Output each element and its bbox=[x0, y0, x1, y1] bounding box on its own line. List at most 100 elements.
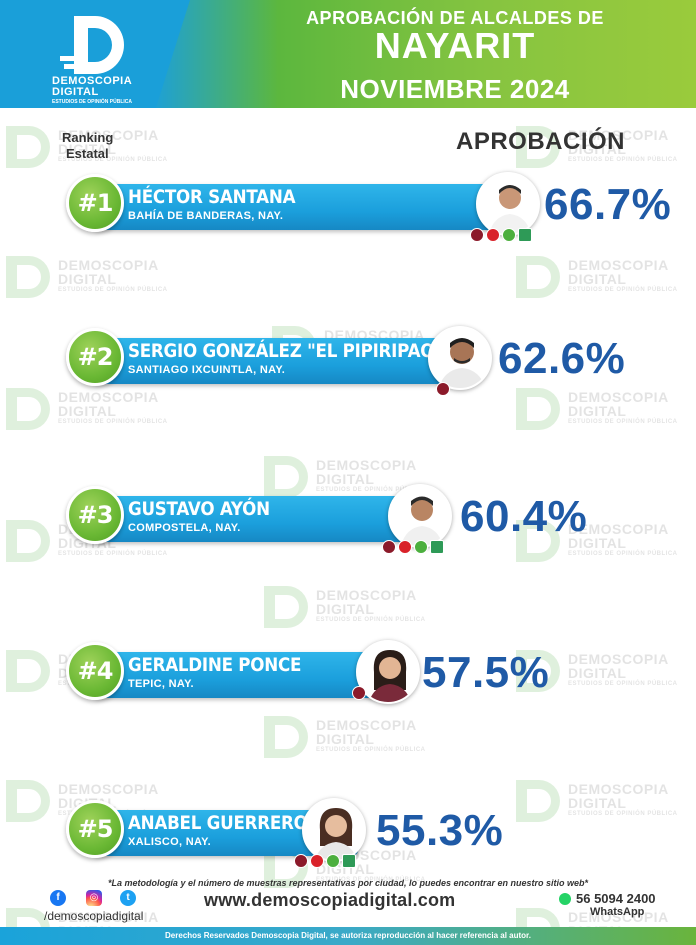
ranking-label-line1: Ranking bbox=[62, 130, 114, 145]
whatsapp-label: WhatsApp bbox=[590, 906, 645, 918]
pv-party-icon bbox=[326, 854, 340, 868]
pv-party-icon bbox=[414, 540, 428, 554]
twitter-icon[interactable]: t bbox=[120, 890, 136, 906]
candidate-photo bbox=[476, 172, 540, 236]
approval-label: APROBACIÓN bbox=[456, 128, 626, 155]
logo-text: DEMOSCOPIA DIGITAL ESTUDIOS DE OPINIÓN P… bbox=[52, 76, 152, 105]
rank-badge: #3 bbox=[66, 486, 124, 544]
watermark-line3: ESTUDIOS DE OPINIÓN PÚBLICA bbox=[58, 287, 168, 293]
ranking-row-2: #2 SERGIO GONZÁLEZ "EL PIPIRIPAO" SANTIA… bbox=[66, 326, 696, 398]
demoscopia-logo-icon bbox=[60, 16, 136, 76]
watermark-line3: ESTUDIOS DE OPINIÓN PÚBLICA bbox=[568, 157, 678, 163]
watermark-d-icon bbox=[6, 256, 50, 298]
facebook-icon[interactable]: f bbox=[50, 890, 66, 906]
watermark-line1: DEMOSCOPIA bbox=[316, 717, 417, 733]
approval-percent: 57.5% bbox=[422, 648, 550, 697]
watermark-line1: DEMOSCOPIA bbox=[58, 257, 159, 273]
ranking-bar bbox=[96, 652, 398, 698]
watermark-line1: DEMOSCOPIA bbox=[316, 457, 417, 473]
fxm-party-icon bbox=[430, 540, 444, 554]
website-link[interactable]: www.demoscopiadigital.com bbox=[204, 890, 456, 910]
footer-bar: Derechos Reservados Demoscopia Digital, … bbox=[0, 927, 696, 945]
candidate-name: SERGIO GONZÁLEZ "EL PIPIRIPAO" bbox=[128, 340, 443, 362]
candidate-photo bbox=[428, 326, 492, 390]
watermark-line1: DEMOSCOPIA bbox=[316, 587, 417, 603]
social-handle[interactable]: /demoscopiadigital bbox=[44, 909, 144, 923]
candidate-city: TEPIC, NAY. bbox=[128, 678, 194, 690]
candidate-name: ANABEL GUERRERO bbox=[128, 812, 308, 834]
candidate-city: BAHÍA DE BANDERAS, NAY. bbox=[128, 210, 284, 222]
watermark-line3: ESTUDIOS DE OPINIÓN PÚBLICA bbox=[568, 287, 678, 293]
watermark-line3: ESTUDIOS DE OPINIÓN PÚBLICA bbox=[316, 617, 426, 623]
fxm-party-icon bbox=[342, 854, 356, 868]
candidate-photo bbox=[388, 484, 452, 548]
candidate-name: HÉCTOR SANTANA bbox=[128, 186, 296, 208]
watermark-line2: DIGITAL bbox=[568, 271, 627, 287]
watermark-line2: DIGITAL bbox=[568, 403, 627, 419]
watermark-d-icon bbox=[516, 256, 560, 298]
ranking-bar bbox=[96, 338, 468, 384]
watermark-line1: DEMOSCOPIA bbox=[568, 257, 669, 273]
ranking-row-3: #3 GUSTAVO AYÓN COMPOSTELA, NAY. 60.4% bbox=[66, 484, 696, 556]
watermark-d-icon bbox=[264, 716, 308, 758]
morena-party-icon bbox=[352, 686, 366, 700]
logo-line3: ESTUDIOS DE OPINIÓN PÚBLICA bbox=[52, 99, 133, 105]
watermark-d-icon bbox=[6, 650, 50, 692]
ranking-row-5: #5 ANABEL GUERRERO XALISCO, NAY. 55.3% bbox=[66, 798, 696, 870]
title-line3: NOVIEMBRE 2024 bbox=[340, 74, 570, 104]
fxm-party-icon bbox=[518, 228, 532, 242]
candidate-city: SANTIAGO IXCUINTLA, NAY. bbox=[128, 364, 286, 376]
pt-party-icon bbox=[398, 540, 412, 554]
phone-number[interactable]: 56 5094 2400 bbox=[576, 891, 656, 906]
morena-party-icon bbox=[470, 228, 484, 242]
rank-badge: #1 bbox=[66, 174, 124, 232]
morena-party-icon bbox=[294, 854, 308, 868]
candidate-photo bbox=[356, 640, 420, 704]
header-banner: DEMOSCOPIA DIGITAL ESTUDIOS DE OPINIÓN P… bbox=[0, 0, 696, 108]
title-line1: APROBACIÓN DE ALCALDES DE bbox=[306, 8, 604, 28]
watermark-d-icon bbox=[6, 126, 50, 168]
rank-badge: #2 bbox=[66, 328, 124, 386]
ranking-bar bbox=[96, 184, 516, 230]
ranking-bar bbox=[96, 496, 428, 542]
logo-line1: DEMOSCOPIA bbox=[52, 75, 133, 87]
rights-text: Derechos Reservados Demoscopia Digital, … bbox=[165, 931, 531, 940]
ranking-row-1: #1 HÉCTOR SANTANA BAHÍA DE BANDERAS, NAY… bbox=[66, 172, 696, 244]
approval-percent: 60.4% bbox=[460, 492, 588, 541]
approval-percent: 66.7% bbox=[544, 180, 672, 229]
watermark-line1: DEMOSCOPIA bbox=[568, 781, 669, 797]
candidate-name: GERALDINE PONCE bbox=[128, 654, 302, 676]
candidate-city: XALISCO, NAY. bbox=[128, 836, 211, 848]
approval-percent: 55.3% bbox=[376, 806, 504, 855]
instagram-icon[interactable]: ◎ bbox=[86, 890, 102, 906]
watermark-d-icon bbox=[6, 780, 50, 822]
watermark-line3: ESTUDIOS DE OPINIÓN PÚBLICA bbox=[58, 419, 168, 425]
watermark-d-icon bbox=[6, 520, 50, 562]
candidate-name: GUSTAVO AYÓN bbox=[128, 498, 270, 520]
ranking-row-4: #4 GERALDINE PONCE TEPIC, NAY. 57.5% bbox=[66, 640, 696, 712]
title-line2: NAYARIT bbox=[374, 25, 536, 66]
pt-party-icon bbox=[310, 854, 324, 868]
morena-party-icon bbox=[382, 540, 396, 554]
morena-party-icon bbox=[436, 382, 450, 396]
pv-party-icon bbox=[502, 228, 516, 242]
methodology-note: *La metodología y el número de muestras … bbox=[107, 878, 589, 888]
pt-party-icon bbox=[486, 228, 500, 242]
watermark-d-icon bbox=[6, 388, 50, 430]
approval-percent: 62.6% bbox=[498, 334, 626, 383]
watermark-line3: ESTUDIOS DE OPINIÓN PÚBLICA bbox=[568, 419, 678, 425]
rank-badge: #4 bbox=[66, 642, 124, 700]
candidate-photo bbox=[302, 798, 366, 862]
watermark-line2: DIGITAL bbox=[316, 731, 375, 747]
candidate-city: COMPOSTELA, NAY. bbox=[128, 522, 241, 534]
watermark-d-icon bbox=[264, 586, 308, 628]
watermark-line1: DEMOSCOPIA bbox=[58, 781, 159, 797]
watermark-line3: ESTUDIOS DE OPINIÓN PÚBLICA bbox=[316, 747, 426, 753]
rank-badge: #5 bbox=[66, 800, 124, 858]
ranking-label: Ranking Estatal bbox=[62, 130, 113, 162]
whatsapp-icon bbox=[559, 893, 571, 905]
watermark-line2: DIGITAL bbox=[316, 601, 375, 617]
ranking-label-line2: Estatal bbox=[66, 146, 109, 161]
watermark-line2: DIGITAL bbox=[58, 271, 117, 287]
watermark-line2: DIGITAL bbox=[58, 403, 117, 419]
